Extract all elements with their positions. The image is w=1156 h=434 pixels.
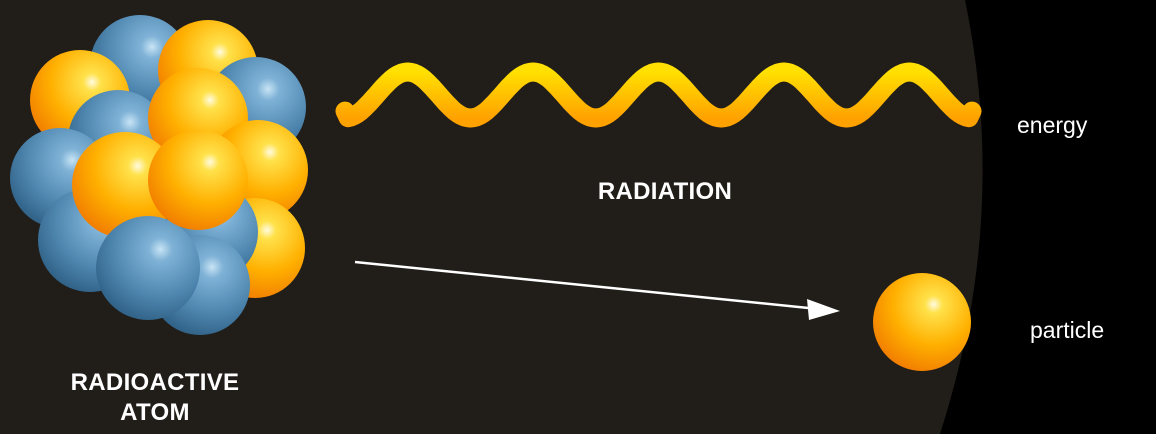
radiation-label: RADIATION	[597, 178, 733, 205]
proton-ball	[72, 132, 178, 238]
neutron-ball	[96, 216, 200, 320]
particle-arrow-head	[807, 299, 840, 320]
energy-label: energy	[1017, 112, 1088, 138]
atom-label-line1: RADIOACTIVE	[70, 369, 240, 396]
radioactive-atom-label: RADIOACTIVE ATOM	[30, 368, 280, 428]
particle-arrow-line	[354, 260, 829, 312]
atom-label-line2: ATOM	[120, 399, 190, 426]
energy-wave	[335, 62, 982, 128]
emitted-particle	[873, 273, 971, 371]
proton-ball	[148, 130, 248, 230]
particle-label: particle	[1030, 317, 1105, 343]
radioactive-atom-nucleus	[10, 15, 308, 335]
